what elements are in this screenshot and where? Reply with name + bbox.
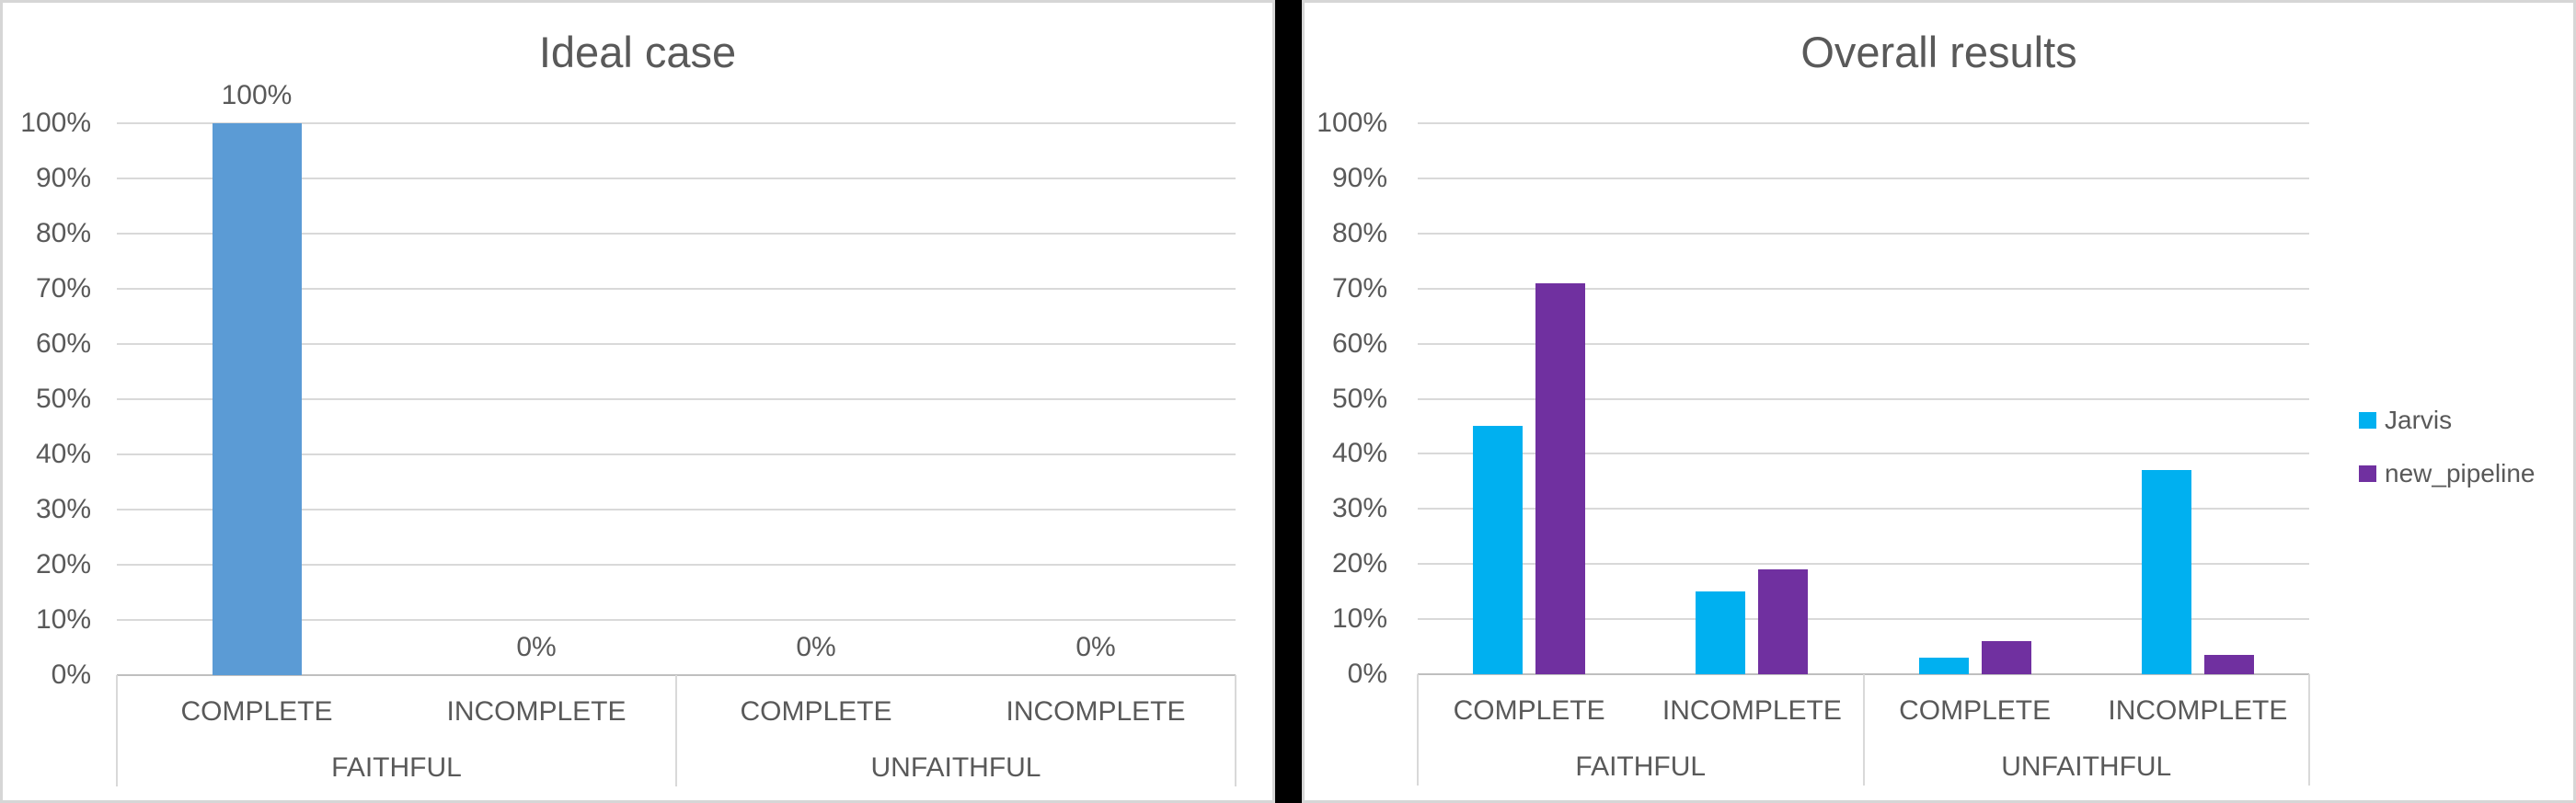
bar-jarvis-complete-2 [1918, 658, 1969, 674]
category-label: COMPLETE [180, 696, 333, 727]
y-axis-tick-label: 30% [35, 494, 91, 524]
gridline [117, 398, 1236, 400]
gridline [1418, 453, 2309, 455]
bar-data-label: 0% [796, 632, 836, 662]
y-axis-tick-label: 70% [35, 273, 91, 304]
y-axis-tick-label: 100% [1317, 108, 1387, 138]
bar-data-label: 0% [516, 632, 557, 662]
y-axis-tick-label: 50% [35, 384, 91, 414]
bar-data-label: 100% [221, 80, 293, 110]
y-axis-tick-label: 100% [20, 108, 91, 138]
ideal-case-chart-title: Ideal case [538, 28, 737, 76]
gridline [117, 178, 1236, 179]
category-axis-separator [1862, 674, 1865, 786]
gridline [1418, 508, 2309, 510]
y-axis-tick-label: 60% [1331, 327, 1387, 359]
y-axis-tick-label: 20% [35, 549, 91, 579]
category-axis-separator [675, 675, 677, 786]
gridline [117, 453, 1236, 455]
category-axis-separator [116, 675, 118, 786]
bar-new_pipeline-complete-2 [1981, 641, 2031, 674]
gridline [1418, 563, 2309, 566]
legend-swatch-jarvis [2359, 412, 2376, 429]
y-axis-tick-label: 90% [35, 163, 91, 193]
gridline [1418, 618, 2309, 621]
category-group-label: UNFAITHFUL [870, 752, 1041, 783]
y-axis-tick-label: 40% [35, 439, 91, 469]
gridline [117, 564, 1236, 566]
category-label: INCOMPLETE [446, 696, 627, 727]
panel-divider [1275, 0, 1302, 803]
gridline [1418, 232, 2309, 235]
y-axis-tick-label: 30% [1331, 493, 1387, 524]
y-axis-tick-label: 10% [35, 604, 91, 635]
category-axis-separator [1235, 675, 1236, 786]
category-label: INCOMPLETE [2108, 695, 2288, 726]
y-axis-tick-label: 20% [1331, 548, 1387, 579]
y-axis-tick-label: 50% [1331, 383, 1387, 414]
category-label: INCOMPLETE [1662, 695, 1842, 726]
y-axis-tick-label: 40% [1331, 438, 1387, 469]
y-axis-tick-label: 60% [35, 328, 91, 359]
bar-jarvis-incomplete-1 [1696, 591, 1746, 674]
bar-new_pipeline-incomplete-3 [2203, 655, 2254, 674]
y-axis-tick-label: 90% [1331, 162, 1387, 193]
gridline [1418, 342, 2309, 345]
legend-entry-jarvis: Jarvis [2359, 405, 2452, 436]
gridline [1418, 177, 2309, 179]
category-label: COMPLETE [1453, 695, 1605, 726]
legend-entry-new_pipeline: new_pipeline [2359, 458, 2535, 489]
gridline [117, 619, 1236, 621]
category-label: COMPLETE [1899, 695, 2052, 726]
category-label: INCOMPLETE [1006, 696, 1186, 727]
gridline [1418, 122, 2309, 124]
gridline [117, 509, 1236, 510]
ideal-case-chart-panel: Ideal case 0% 10% 20% 30% 40% 50% 60% 70% 80% 90%… [0, 0, 1275, 803]
bar-new_pipeline-incomplete-1 [1758, 569, 1809, 674]
legend-label: new_pipeline [2385, 459, 2536, 488]
category-axis-separator [2308, 674, 2310, 786]
overall-results-chart-panel: Overall results 0% 10% 20% 30% 40% 50% 60% 70% 8… [1302, 0, 2576, 803]
y-axis-tick-label: 0% [51, 660, 91, 690]
gridline [1418, 397, 2309, 400]
category-axis-separator [1417, 674, 1419, 786]
bar-jarvis-incomplete-3 [2141, 470, 2191, 674]
category-group-label: FAITHFUL [1575, 751, 1707, 782]
bar-data-label: 0% [1075, 632, 1116, 662]
bar-new_pipeline-complete-0 [1535, 282, 1586, 674]
y-axis-tick-label: 80% [1331, 217, 1387, 248]
category-label: COMPLETE [740, 696, 892, 727]
y-axis-tick-label: 0% [1347, 659, 1387, 689]
legend-label: Jarvis [2385, 406, 2453, 434]
gridline [117, 288, 1236, 290]
bar-series-complete-0 [212, 123, 302, 675]
y-axis-tick-label: 10% [1331, 603, 1387, 635]
gridline [117, 343, 1236, 345]
y-axis-tick-label: 70% [1331, 272, 1387, 304]
legend-swatch-new_pipeline [2359, 465, 2376, 482]
gridline [1418, 287, 2309, 290]
bar-jarvis-complete-0 [1473, 426, 1524, 674]
category-group-label: UNFAITHFUL [2001, 751, 2172, 782]
y-axis-tick-label: 80% [35, 218, 91, 248]
category-group-label: FAITHFUL [331, 752, 462, 783]
gridline [117, 233, 1236, 235]
gridline [117, 122, 1236, 124]
overall-results-chart-title: Overall results [1800, 28, 2077, 76]
